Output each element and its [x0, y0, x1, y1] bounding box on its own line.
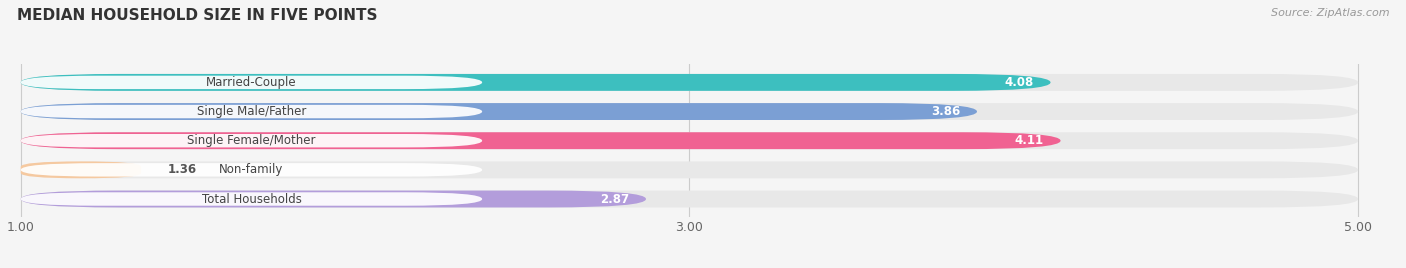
FancyBboxPatch shape	[21, 103, 977, 120]
FancyBboxPatch shape	[21, 163, 482, 177]
FancyBboxPatch shape	[21, 161, 1358, 178]
FancyBboxPatch shape	[21, 191, 645, 207]
Text: Non-family: Non-family	[219, 163, 284, 176]
Text: 4.11: 4.11	[1015, 134, 1043, 147]
Text: Single Male/Father: Single Male/Father	[197, 105, 307, 118]
Text: Total Households: Total Households	[201, 192, 301, 206]
Text: 2.87: 2.87	[600, 192, 630, 206]
Text: 1.36: 1.36	[167, 163, 197, 176]
Text: Married-Couple: Married-Couple	[207, 76, 297, 89]
Text: Single Female/Mother: Single Female/Mother	[187, 134, 316, 147]
FancyBboxPatch shape	[21, 105, 482, 118]
Text: 4.08: 4.08	[1005, 76, 1033, 89]
FancyBboxPatch shape	[21, 132, 1060, 149]
FancyBboxPatch shape	[21, 74, 1050, 91]
Text: MEDIAN HOUSEHOLD SIZE IN FIVE POINTS: MEDIAN HOUSEHOLD SIZE IN FIVE POINTS	[17, 8, 377, 23]
Text: Source: ZipAtlas.com: Source: ZipAtlas.com	[1271, 8, 1389, 18]
FancyBboxPatch shape	[21, 191, 1358, 207]
FancyBboxPatch shape	[21, 74, 1358, 91]
FancyBboxPatch shape	[21, 132, 1358, 149]
FancyBboxPatch shape	[21, 161, 141, 178]
FancyBboxPatch shape	[21, 192, 482, 206]
FancyBboxPatch shape	[21, 76, 482, 89]
FancyBboxPatch shape	[21, 134, 482, 147]
FancyBboxPatch shape	[21, 103, 1358, 120]
Text: 3.86: 3.86	[931, 105, 960, 118]
